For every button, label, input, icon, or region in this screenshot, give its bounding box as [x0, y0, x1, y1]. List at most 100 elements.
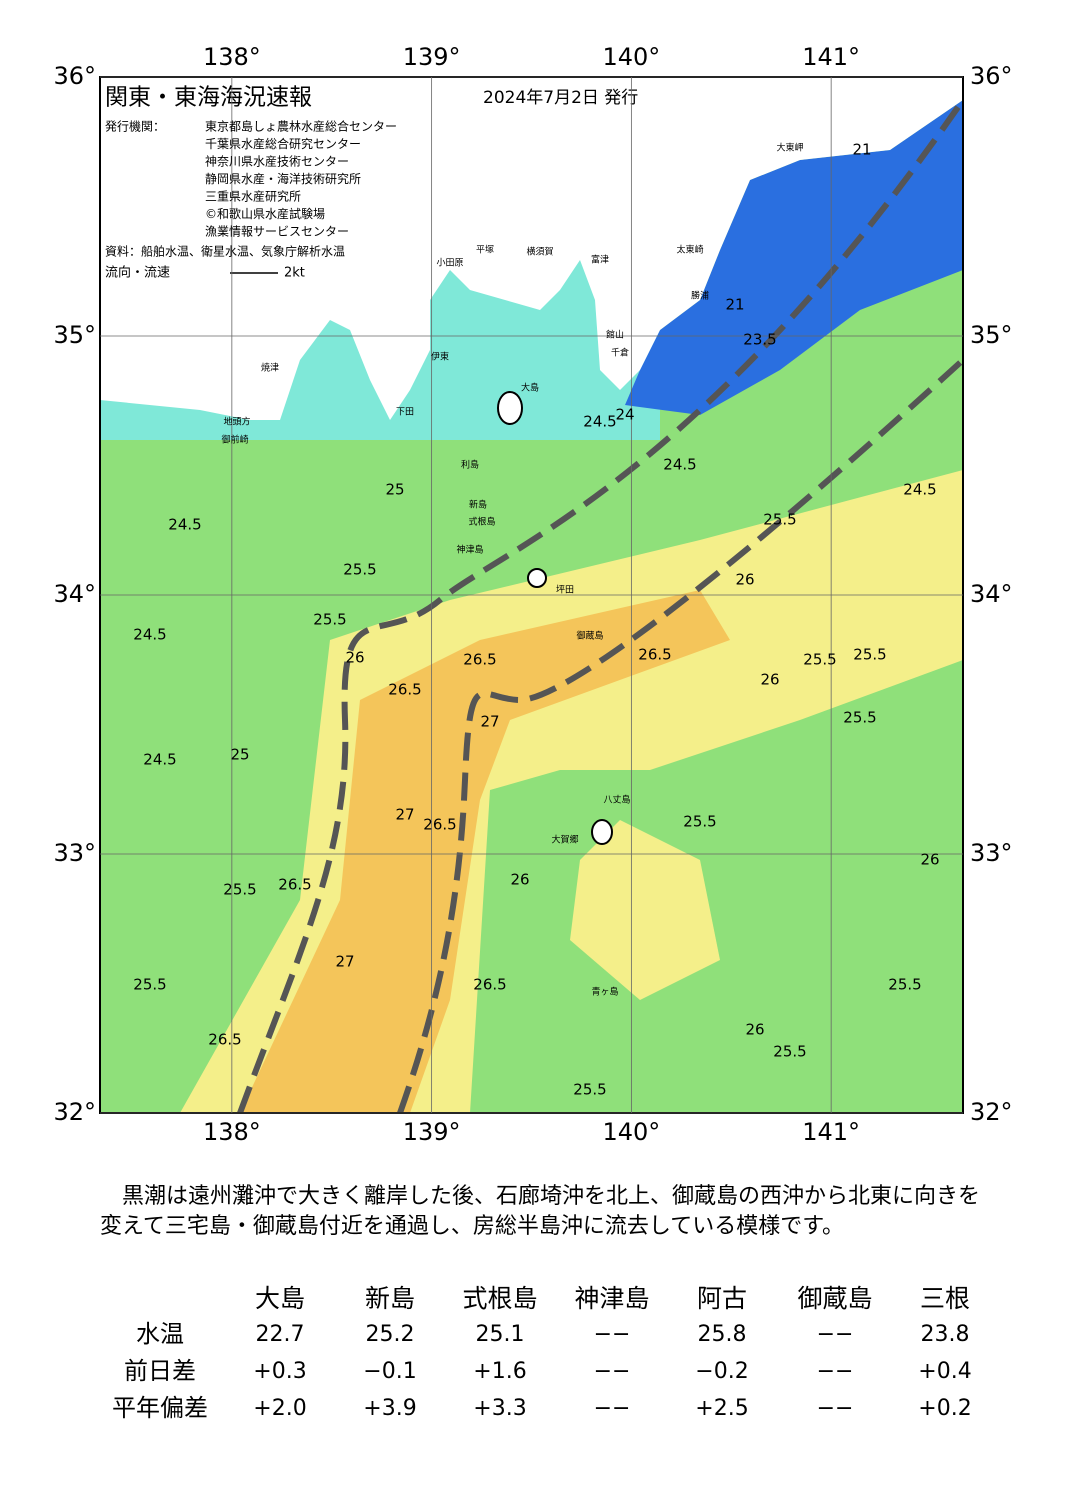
y-tick-label: 32° — [53, 1098, 96, 1126]
place-name: 地頭方 — [223, 416, 250, 428]
y-tick-label: 34° — [970, 580, 1013, 608]
land — [100, 77, 963, 420]
isotherm-label: 25.5 — [313, 611, 346, 629]
cell: 25.8 — [698, 1322, 747, 1347]
place-name: 御前崎 — [221, 434, 248, 446]
isotherm-label: 26 — [920, 851, 939, 869]
x-tick-label: 141° — [802, 43, 860, 71]
x-tick-label: 138° — [203, 1118, 261, 1146]
y-tick-label: 32° — [970, 1098, 1013, 1126]
isotherm-label: 25.5 — [803, 651, 836, 669]
isotherm-label: 24.5 — [133, 626, 166, 644]
isotherm-label: 26 — [735, 571, 754, 589]
issuer: 神奈川県水産技術センター — [205, 154, 349, 169]
cell: 22.7 — [256, 1322, 305, 1347]
isotherm-label: 24.5 — [663, 456, 696, 474]
isotherm-label: 25.5 — [133, 976, 166, 994]
issuer: 千葉県水産総合研究センター — [205, 136, 361, 151]
island — [591, 819, 613, 845]
issuer: 東京都島しょ農林水産総合センター — [205, 119, 397, 134]
cell: −0.2 — [695, 1359, 748, 1384]
isotherm-label: 25.5 — [573, 1081, 606, 1099]
cell: 25.2 — [366, 1322, 415, 1347]
x-tick-label: 139° — [403, 1118, 461, 1146]
cell: −− — [594, 1322, 631, 1347]
isotherm-label: 25.5 — [763, 511, 796, 529]
isotherm-label: 26 — [510, 871, 529, 889]
island — [497, 391, 523, 425]
isotherm-label: 26.5 — [278, 876, 311, 894]
column-header: 大島 — [255, 1284, 305, 1313]
isotherm-label: 25 — [230, 746, 249, 764]
isotherm-label: 21 — [725, 296, 744, 314]
place-name: 八丈島 — [603, 794, 630, 806]
cell: +0.4 — [918, 1359, 971, 1384]
isotherm-label: 26 — [345, 649, 364, 667]
place-name: 伊東 — [431, 351, 449, 363]
flow-label: 流向・流速 — [105, 265, 170, 281]
kuroshio-path — [397, 357, 966, 1115]
place-name: 太東崎 — [676, 244, 703, 256]
description: 黒潮は遠州灘沖で大きく離岸した後、石廊埼沖を北上、御蔵島の西沖から北東に向きを変… — [100, 1184, 981, 1239]
isotherm-label: 25.5 — [773, 1043, 806, 1061]
isotherm-label: 26.5 — [423, 816, 456, 834]
isotherm-label: 24.5 — [903, 481, 936, 499]
isotherm-label: 24.5 — [583, 413, 616, 431]
isotherm-label: 27 — [480, 713, 499, 731]
y-tick-label: 36° — [970, 62, 1013, 90]
place-name: 富津 — [591, 254, 609, 266]
isotherm-label: 24.5 — [168, 516, 201, 534]
issuer: 静岡県水産・海洋技術研究所 — [205, 171, 361, 186]
kuroshio-path — [237, 98, 966, 1115]
issuer: 漁業情報サービスセンター — [205, 225, 349, 239]
isotherm-label: 26.5 — [388, 681, 421, 699]
x-tick-label: 139° — [403, 43, 461, 71]
isotherm-label: 26 — [745, 1021, 764, 1039]
date: 2024年7月2日 発行 — [483, 88, 638, 108]
isotherm-label: 26.5 — [638, 646, 671, 664]
map: 関東・東海海況速報 2024年7月2日 発行 発行機関： 資料：船舶水温、衛星水… — [53, 43, 1013, 1146]
x-tick-label: 140° — [602, 43, 660, 71]
isotherm-label: 26 — [760, 671, 779, 689]
isotherm-label: 25.5 — [843, 709, 876, 727]
cell: +3.3 — [473, 1396, 526, 1421]
row-label: 平年偏差 — [112, 1394, 208, 1422]
place-name: 平塚 — [476, 245, 494, 256]
place-name: 神津島 — [456, 544, 483, 556]
isotherm-label: 26.5 — [208, 1031, 241, 1049]
sea-yellow — [570, 820, 720, 1000]
y-tick-label: 34° — [53, 580, 96, 608]
column-header: 阿古 — [697, 1284, 747, 1313]
cell: +2.0 — [253, 1396, 306, 1421]
issuer: ©和歌山県水産試験場 — [205, 206, 325, 221]
isotherm-label: 26.5 — [463, 651, 496, 669]
isotherm-label: 24 — [615, 406, 634, 424]
place-name: 式根島 — [468, 516, 495, 528]
place-name: 館山 — [606, 329, 624, 341]
place-name: 青ヶ島 — [591, 986, 618, 998]
issuer-label: 発行機関： — [105, 119, 165, 134]
isotherm-label: 24.5 — [143, 751, 176, 769]
y-tick-label: 33° — [970, 839, 1013, 867]
cell: −0.1 — [363, 1359, 416, 1384]
column-header: 御蔵島 — [797, 1284, 872, 1313]
row-label: 水温 — [136, 1320, 184, 1348]
cell: +0.2 — [918, 1396, 971, 1421]
isotherm-label: 26.5 — [473, 976, 506, 994]
isotherm-label: 21 — [852, 141, 871, 159]
place-name: 大島 — [521, 382, 539, 394]
place-name: 大賀郷 — [551, 834, 578, 846]
y-tick-label: 36° — [53, 62, 96, 90]
place-name: 大東岬 — [776, 142, 803, 154]
cell: −− — [594, 1359, 631, 1384]
place-name: 御蔵島 — [576, 630, 603, 642]
isotherm-label: 27 — [395, 806, 414, 824]
cell: −− — [817, 1359, 854, 1384]
y-tick-label: 35° — [53, 321, 96, 349]
cell: +2.5 — [695, 1396, 748, 1421]
place-name: 下田 — [396, 407, 414, 418]
place-name: 利島 — [461, 459, 479, 471]
y-tick-label: 33° — [53, 839, 96, 867]
isotherm-label: 25.5 — [223, 881, 256, 899]
cell: −− — [817, 1322, 854, 1347]
